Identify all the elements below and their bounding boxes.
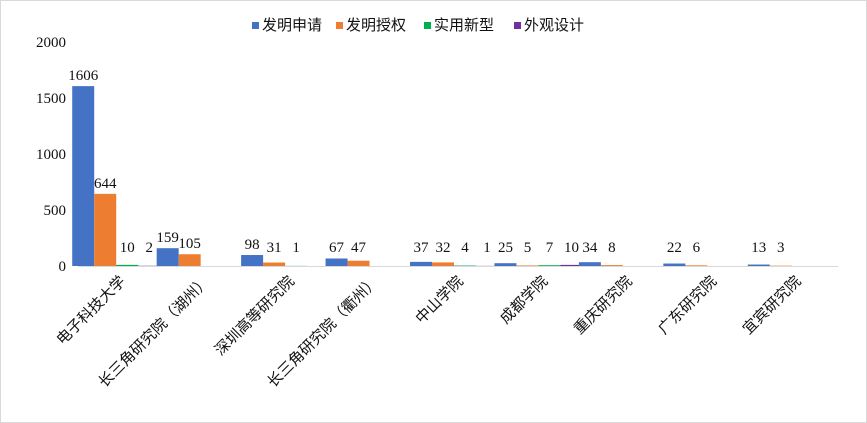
data-label: 1 [483, 240, 491, 256]
bar [685, 265, 708, 266]
legend: 发明申请 发明授权 实用新型 外观设计 [252, 16, 584, 34]
data-label: 67 [329, 240, 345, 256]
bar [325, 258, 348, 266]
bar [116, 264, 139, 266]
data-label: 6 [693, 240, 701, 256]
data-label: 10 [564, 240, 579, 256]
data-label: 5 [524, 240, 532, 256]
data-label: 644 [94, 176, 117, 192]
bar [72, 86, 95, 267]
bar [263, 262, 286, 266]
data-label: 37 [414, 240, 430, 256]
category-label: 重庆研究院 [570, 272, 636, 338]
data-label: 2 [145, 240, 153, 256]
bar [578, 262, 601, 266]
data-label: 159 [156, 230, 179, 246]
data-label: 32 [436, 240, 451, 256]
legend-label: 发明授权 [346, 16, 406, 34]
bar [241, 255, 264, 266]
bar [560, 264, 583, 266]
bar [410, 261, 432, 266]
bars [72, 86, 792, 267]
category-label: 电子科技大学 [53, 272, 129, 348]
y-tick-label: 0 [59, 259, 67, 275]
y-axis: 0 500 1000 1500 2000 [36, 35, 66, 275]
bar [516, 265, 539, 266]
data-label: 31 [267, 240, 282, 256]
data-label: 1 [292, 240, 300, 256]
data-label: 8 [608, 240, 616, 256]
bar [663, 263, 686, 266]
legend-label: 外观设计 [524, 16, 584, 34]
data-label: 105 [178, 236, 201, 252]
bar [432, 262, 454, 266]
data-label: 22 [667, 240, 682, 256]
data-label: 34 [582, 240, 598, 256]
legend-swatch [514, 22, 521, 29]
legend-label: 发明申请 [262, 16, 322, 34]
bar [600, 265, 623, 266]
data-label: 10 [120, 240, 135, 256]
data-label: 3 [777, 240, 785, 256]
bar [747, 264, 770, 266]
data-label: 47 [351, 240, 367, 256]
bar [94, 193, 117, 266]
data-label: 13 [751, 240, 766, 256]
y-tick-label: 500 [44, 203, 67, 219]
category-label: 广东研究院 [654, 272, 720, 338]
bar [538, 265, 561, 266]
category-label: 深圳高等研究院 [211, 272, 298, 359]
category-label: 中山学院 [412, 272, 467, 327]
y-tick-label: 2000 [36, 35, 66, 51]
data-label: 98 [245, 237, 260, 253]
legend-swatch [336, 22, 343, 29]
data-label: 1606 [68, 68, 99, 84]
data-label: 25 [498, 240, 513, 256]
data-label: 4 [461, 240, 469, 256]
category-label: 成都学院 [496, 272, 551, 327]
y-tick-label: 1000 [36, 147, 66, 163]
bar [347, 260, 370, 266]
category-label: 宜宾研究院 [739, 272, 805, 338]
data-label: 7 [546, 240, 554, 256]
y-tick-label: 1500 [36, 91, 66, 107]
bar [156, 248, 179, 266]
bar [178, 254, 201, 266]
legend-swatch [424, 22, 431, 29]
bar [494, 263, 517, 266]
legend-swatch [252, 22, 259, 29]
legend-label: 实用新型 [434, 16, 494, 34]
